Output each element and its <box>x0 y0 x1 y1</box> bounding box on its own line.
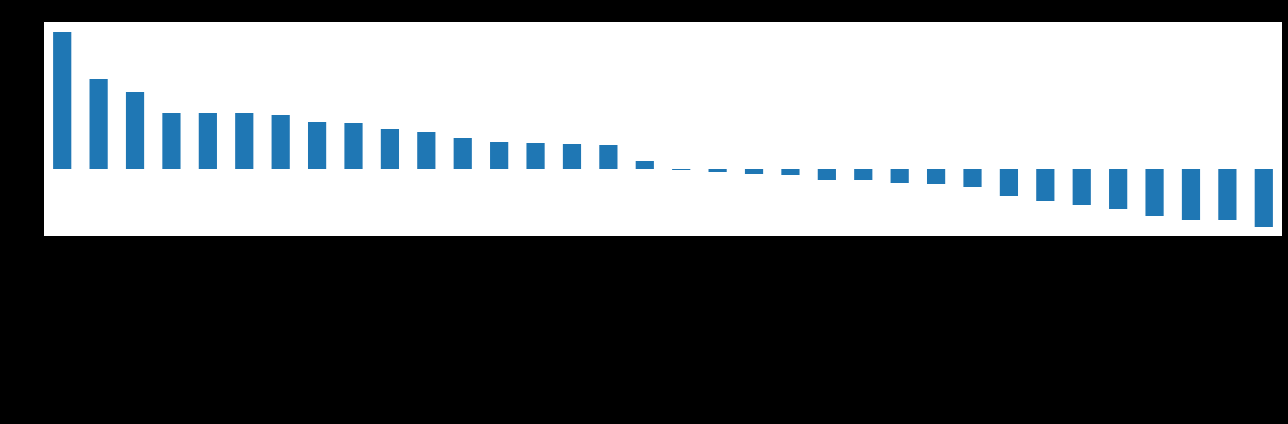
bar <box>1036 169 1055 201</box>
bar <box>198 113 217 169</box>
bar <box>781 169 800 175</box>
bar <box>1254 169 1273 227</box>
bar <box>344 123 363 169</box>
bar <box>744 169 764 174</box>
bar <box>490 142 509 169</box>
bar <box>526 143 545 169</box>
bar <box>1181 169 1201 220</box>
bar <box>926 169 946 184</box>
bar <box>162 113 181 169</box>
bar <box>890 169 909 183</box>
bar <box>635 161 654 169</box>
bar <box>708 169 727 172</box>
bar <box>89 79 108 169</box>
bar <box>1072 169 1091 205</box>
bar <box>1218 169 1237 220</box>
bar <box>672 169 691 170</box>
bar <box>53 32 72 169</box>
bar <box>562 144 582 169</box>
bar <box>417 132 436 169</box>
bar <box>963 169 982 187</box>
bar <box>271 115 290 169</box>
bar <box>817 169 836 180</box>
bar <box>307 122 327 169</box>
bar <box>854 169 873 180</box>
bar <box>1109 169 1128 209</box>
bar <box>453 138 472 169</box>
bar <box>125 92 145 169</box>
bar <box>235 113 254 169</box>
plot-area <box>44 22 1282 236</box>
bar <box>599 145 618 169</box>
bar <box>1145 169 1164 216</box>
bar <box>999 169 1019 196</box>
bar <box>380 129 400 169</box>
